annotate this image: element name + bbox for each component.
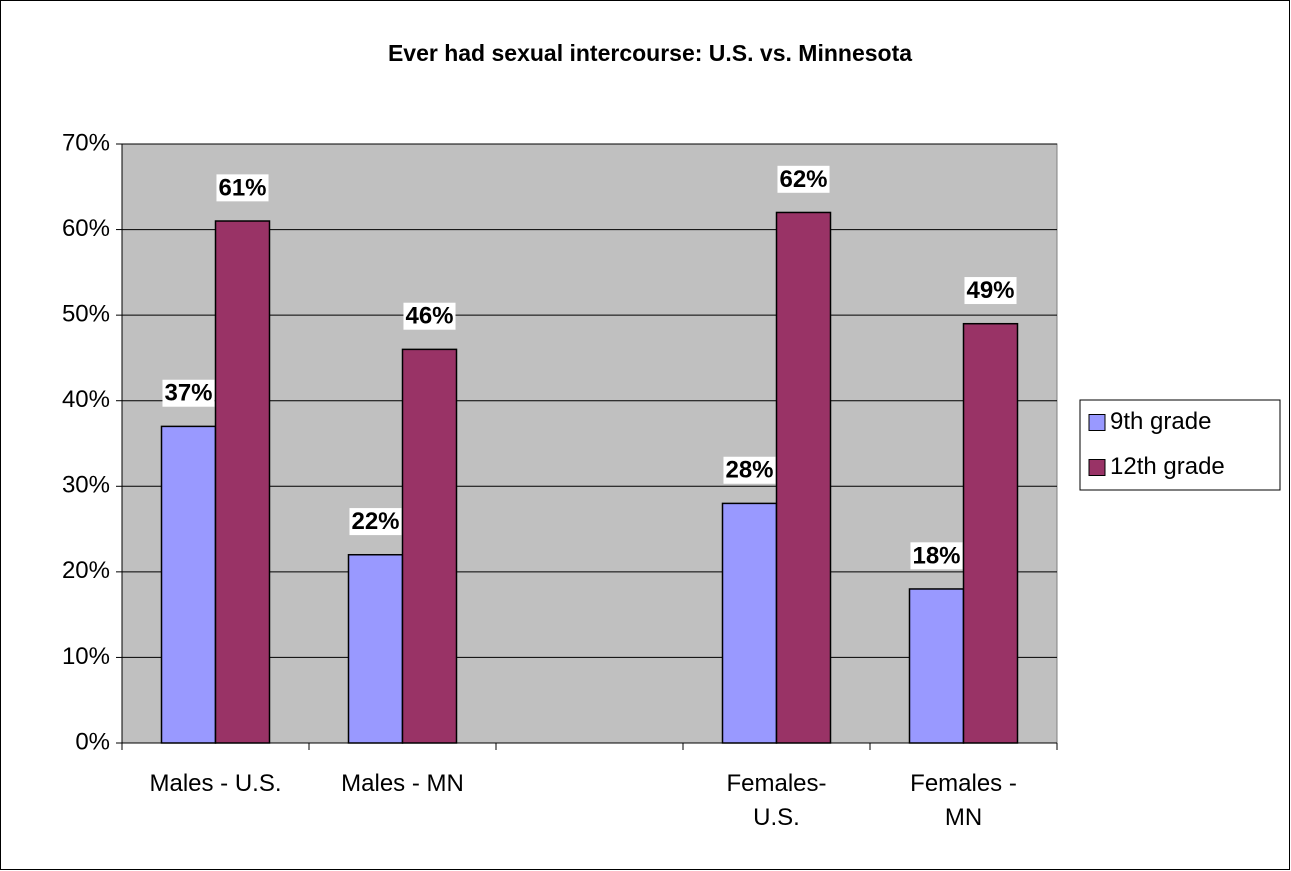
- chart-title: Ever had sexual intercourse: U.S. vs. Mi…: [388, 40, 912, 66]
- y-tick-label: 0%: [75, 728, 110, 755]
- y-tick-label: 70%: [62, 129, 110, 156]
- value-label-bg: [349, 508, 402, 536]
- value-label: 46%: [405, 303, 453, 330]
- value-label-bg: [910, 542, 963, 570]
- bar: [721, 502, 778, 744]
- bar: [214, 220, 271, 744]
- value-label-bg: [403, 302, 456, 330]
- y-tick-label: 10%: [62, 643, 110, 670]
- bar: [160, 425, 217, 744]
- y-tick-label: 30%: [62, 472, 110, 499]
- y-tick-label: 40%: [62, 386, 110, 413]
- value-label-bg: [964, 277, 1017, 305]
- value-label-bg: [216, 174, 269, 202]
- value-label-bg: [723, 456, 776, 484]
- bar: [401, 348, 458, 744]
- y-tick-label: 20%: [62, 557, 110, 584]
- y-tick-label: 50%: [62, 300, 110, 327]
- x-tick-label: Males - U.S.: [149, 770, 282, 797]
- value-label: 18%: [912, 542, 960, 569]
- x-tick-label: Females- U.S.: [726, 770, 827, 831]
- legend-label: 9th grade: [1110, 408, 1211, 435]
- legend-swatch: [1088, 414, 1106, 431]
- bar: [775, 211, 832, 744]
- legend-label: 12th grade: [1110, 453, 1225, 480]
- y-tick-label: 60%: [62, 215, 110, 242]
- value-label: 61%: [218, 174, 266, 201]
- x-tick-label: Females - MN: [910, 770, 1017, 831]
- value-label-bg: [162, 379, 215, 407]
- bar: [908, 588, 965, 744]
- value-label: 22%: [351, 508, 399, 535]
- value-label: 49%: [966, 277, 1014, 304]
- value-label: 28%: [725, 457, 773, 484]
- plot-area: [121, 143, 1058, 744]
- legend-swatch: [1088, 459, 1106, 476]
- value-label-bg: [777, 165, 830, 193]
- bar: [962, 322, 1019, 744]
- legend-box: [1079, 399, 1281, 491]
- value-label: 62%: [779, 166, 827, 193]
- x-tick-label: Males - MN: [341, 770, 464, 797]
- value-label: 37%: [164, 380, 212, 407]
- bar: [347, 553, 404, 744]
